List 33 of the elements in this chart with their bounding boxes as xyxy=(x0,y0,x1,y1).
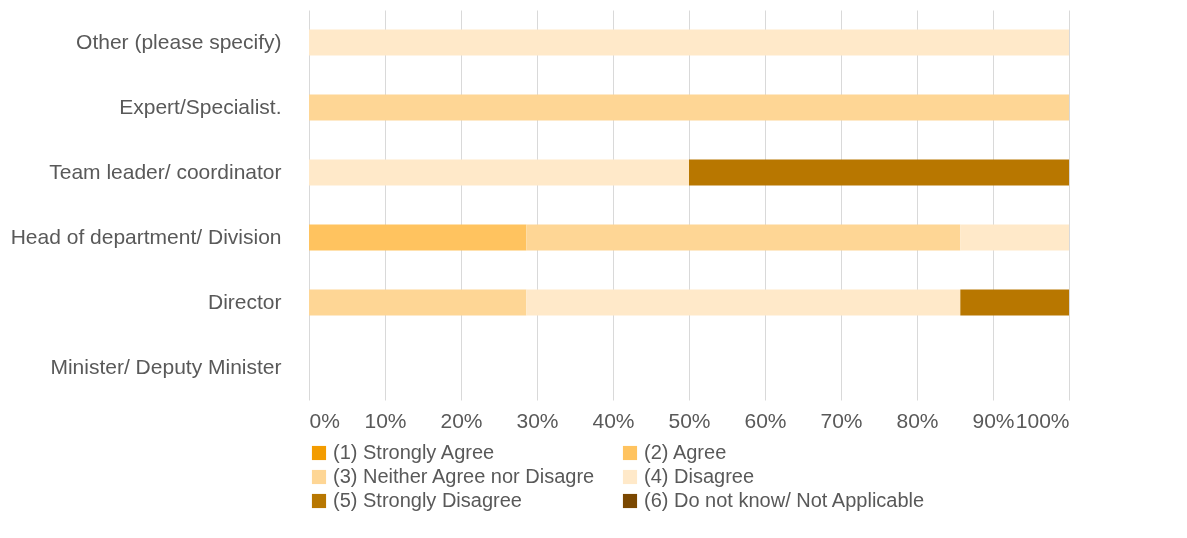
x-tick-label: 60% xyxy=(744,408,787,432)
x-tick-label: 70% xyxy=(820,408,863,432)
y-tick-label: Other (please specify) xyxy=(76,29,282,53)
bar xyxy=(960,224,1069,251)
legend-label: (2) Agree xyxy=(644,441,727,463)
legend-label: (4) Disagree xyxy=(644,465,755,487)
x-tick-label: 80% xyxy=(896,408,939,432)
bar xyxy=(689,159,1069,186)
legend-label: (5) Strongly Disagree xyxy=(333,489,522,511)
bar xyxy=(960,289,1069,316)
x-tick-label: 90% xyxy=(972,408,1015,432)
bar xyxy=(309,159,689,186)
y-tick-label: Expert/Specialist. xyxy=(119,94,282,118)
x-tick-label: 10% xyxy=(364,408,407,432)
bar xyxy=(309,289,527,316)
bar xyxy=(309,29,1069,56)
bar xyxy=(309,94,1069,121)
bar xyxy=(526,289,961,316)
x-tick-label: 20% xyxy=(440,408,483,432)
x-tick-label: 50% xyxy=(668,408,711,432)
legend-label: (1) Strongly Agree xyxy=(333,441,495,463)
bar xyxy=(526,224,961,251)
legend-label: (3) Neither Agree nor Disagre xyxy=(333,465,595,487)
y-tick-label: Director xyxy=(207,289,282,313)
y-tick-label: Head of department/ Division xyxy=(10,224,282,248)
x-tick-label: 100% xyxy=(1015,408,1070,432)
x-tick-label: 0% xyxy=(309,408,340,432)
x-tick-label: 40% xyxy=(592,408,635,432)
x-tick-label: 30% xyxy=(516,408,559,432)
bar xyxy=(309,224,527,251)
y-tick-label: Team leader/ coordinator xyxy=(49,159,282,183)
y-tick-label: Minister/ Deputy Minister xyxy=(50,354,282,378)
legend-label: (6) Do not know/ Not Applicable xyxy=(644,489,925,511)
